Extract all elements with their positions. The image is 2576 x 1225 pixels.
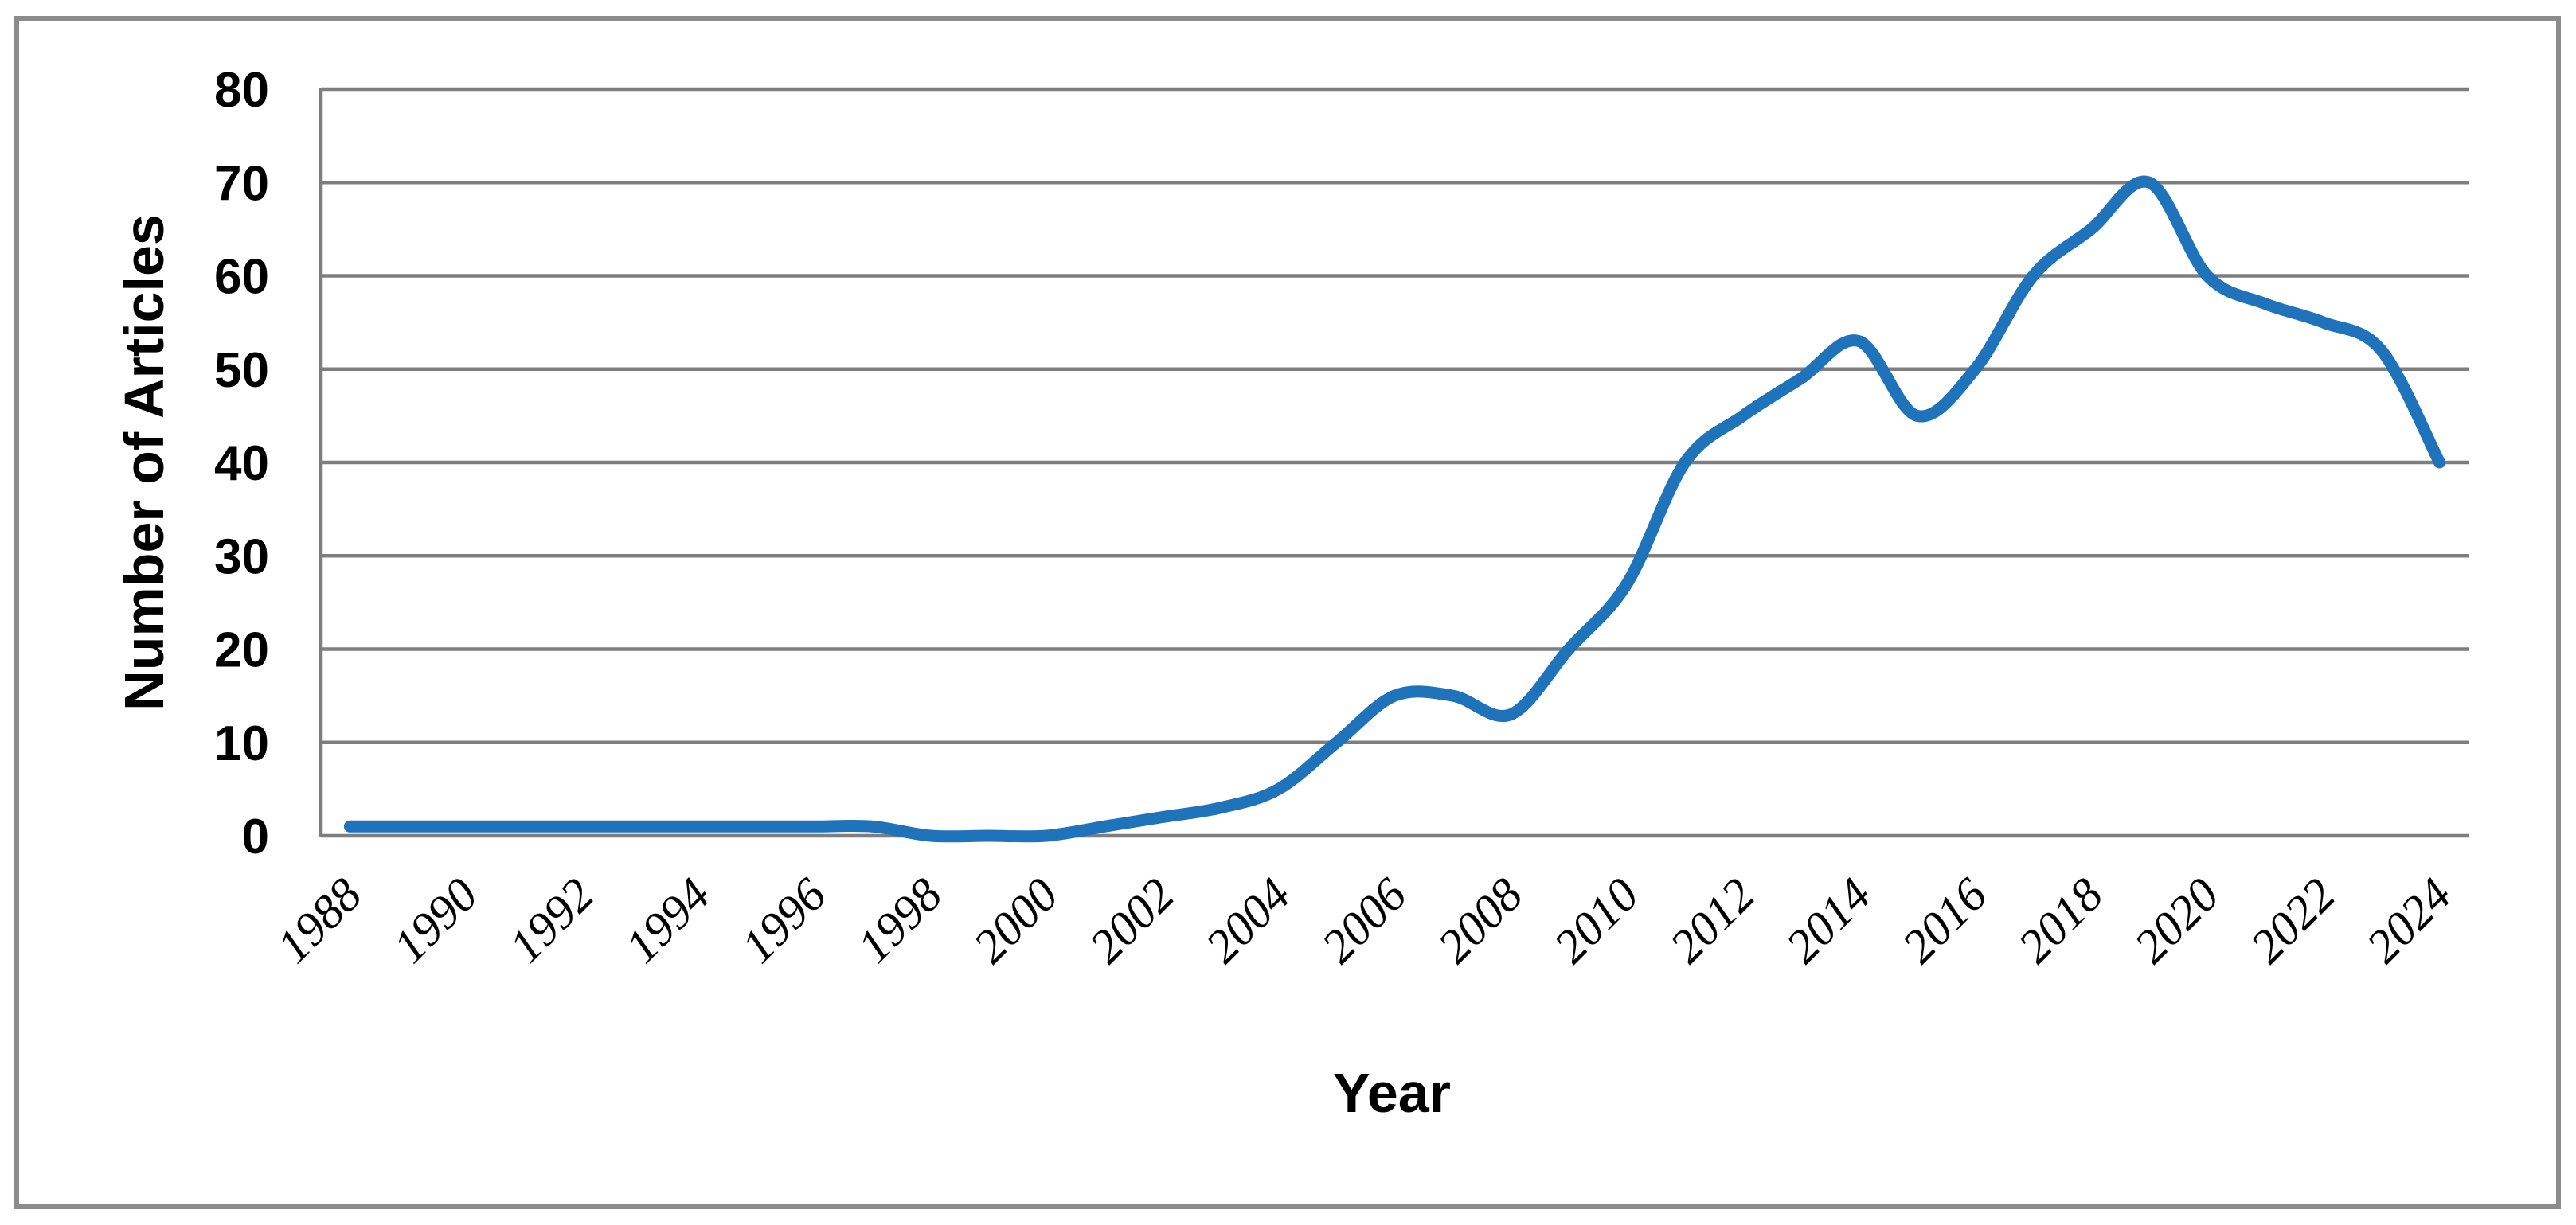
x-tick-label-2012: 2012 [1660, 868, 1765, 973]
x-tick-labels: 1988 1990 1992 1994 1996 1998 2000 2002 2004 2006… [267, 868, 2461, 973]
x-tick-label-1990: 1990 [383, 868, 488, 973]
y-tick-label-10: 10 [214, 716, 269, 771]
x-tick-label-2024: 2024 [2356, 868, 2461, 973]
figure-border [14, 16, 2561, 1209]
y-tick-label-40: 40 [214, 436, 269, 491]
x-tick-label-2000: 2000 [964, 868, 1069, 973]
x-tick-label-1998: 1998 [847, 868, 952, 973]
x-tick-label-1994: 1994 [615, 868, 720, 973]
x-tick-label-2010: 2010 [1544, 868, 1649, 973]
x-tick-label-2020: 2020 [2125, 868, 2230, 973]
x-tick-label-2022: 2022 [2240, 868, 2345, 973]
x-tick-label-1992: 1992 [499, 868, 604, 973]
y-tick-label-80: 80 [214, 63, 269, 118]
x-axis-title: Year [1333, 1062, 1451, 1124]
x-tick-label-2016: 2016 [1892, 868, 1997, 973]
y-tick-label-70: 70 [214, 156, 269, 211]
y-axis-title: Number of Articles [113, 214, 175, 711]
x-tick-label-1996: 1996 [731, 868, 836, 973]
y-tick-label-30: 30 [214, 529, 269, 584]
x-tick-label-2002: 2002 [1080, 868, 1185, 973]
y-tick-label-50: 50 [214, 343, 269, 398]
x-tick-label-2006: 2006 [1311, 868, 1417, 973]
y-tick-labels: 0 10 20 30 40 50 60 70 80 [214, 63, 269, 864]
x-tick-label-2008: 2008 [1428, 868, 1533, 973]
data-series-line [343, 175, 2446, 843]
x-tick-label-1988: 1988 [267, 868, 372, 973]
gridlines [321, 87, 2469, 838]
y-tick-label-20: 20 [214, 623, 269, 678]
x-tick-label-2014: 2014 [1776, 868, 1881, 973]
x-tick-label-2018: 2018 [2008, 868, 2113, 973]
x-tick-label-2004: 2004 [1195, 868, 1300, 973]
y-tick-label-0: 0 [242, 810, 269, 864]
y-tick-label-60: 60 [214, 250, 269, 305]
